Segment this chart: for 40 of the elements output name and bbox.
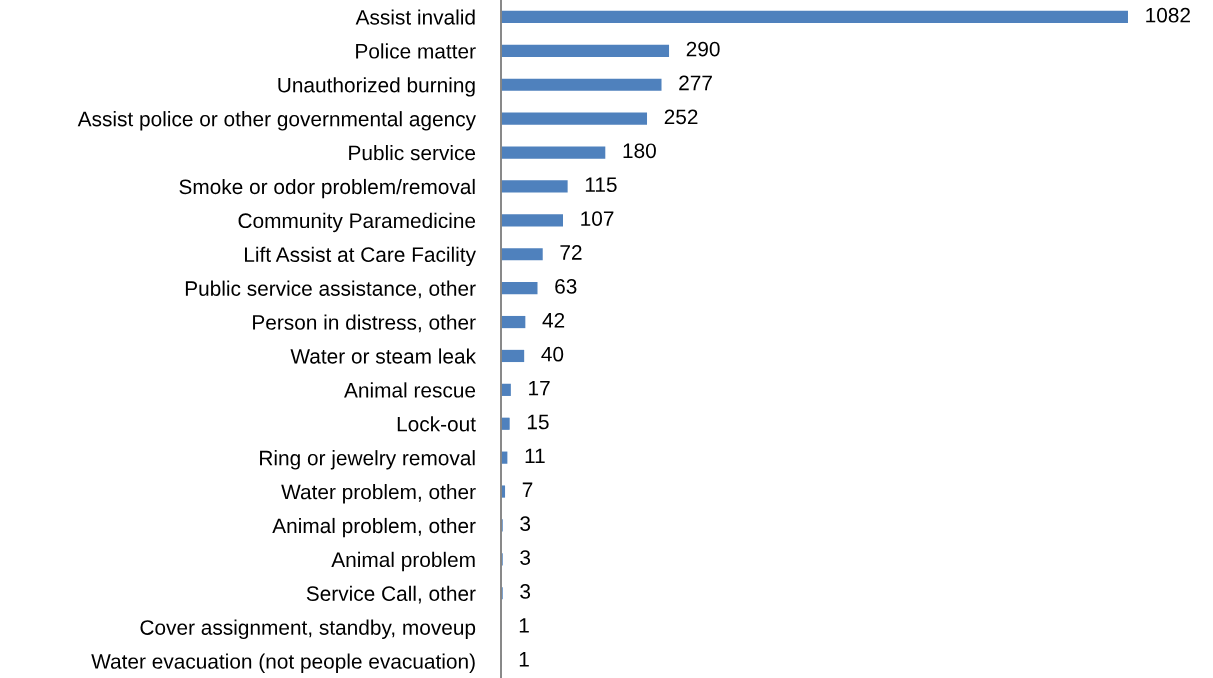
y-tick-label: Water evacuation (not people evacuation): [91, 653, 475, 673]
y-tick-label: Public service assistance, other: [185, 280, 476, 299]
data-label: 252: [664, 109, 698, 125]
y-tick-label: Cover assignment, standby, moveup: [140, 619, 476, 640]
data-label: 115: [585, 177, 617, 193]
data-label: 290: [686, 41, 720, 57]
y-tick-label: Smoke or odor problem/removal: [179, 178, 475, 199]
data-label: 180: [623, 143, 656, 159]
data-label: 72: [560, 245, 582, 260]
y-tick-label: Police matter: [356, 43, 476, 59]
data-label: 11: [525, 448, 545, 464]
data-label: 7: [522, 482, 533, 497]
y-tick-label: Community Paramedicine: [238, 212, 476, 233]
y-tick-label: Water or steam leak: [290, 348, 477, 364]
data-label: 42: [542, 312, 565, 328]
y-tick-label: Ring or jewelry removal: [260, 450, 475, 470]
data-label: 1: [519, 652, 529, 667]
y-tick-label: Animal rescue: [344, 382, 476, 398]
data-label: 3: [520, 550, 531, 565]
y-tick-label: Unauthorized burning: [278, 77, 475, 97]
data-label: 1082: [1146, 7, 1190, 23]
y-tick-label: Water problem, other: [281, 484, 476, 504]
data-label: 63: [555, 278, 577, 294]
data-label: 277: [679, 75, 712, 91]
y-tick-label: Lift Assist at Care Facility: [245, 246, 476, 267]
y-tick-label: Assist police or other governmental agency: [77, 111, 476, 131]
y-tick-label: Animal problem: [331, 551, 475, 572]
y-tick-label: Person in distress, other: [253, 314, 476, 333]
data-label: 3: [520, 584, 531, 599]
y-tick-label: Lock-out: [397, 416, 476, 432]
data-label: 15: [527, 414, 549, 430]
data-label: 1: [519, 618, 529, 633]
y-tick-label: Assist invalid: [355, 9, 475, 25]
y-tick-label: Public service: [349, 145, 476, 161]
data-label: 107: [581, 211, 614, 226]
data-label: 17: [529, 380, 550, 396]
data-label: 40: [541, 346, 564, 362]
data-label: 3: [520, 516, 531, 532]
y-tick-label: Animal problem, other: [272, 517, 476, 538]
y-tick-label: Service Call, other: [306, 585, 476, 604]
